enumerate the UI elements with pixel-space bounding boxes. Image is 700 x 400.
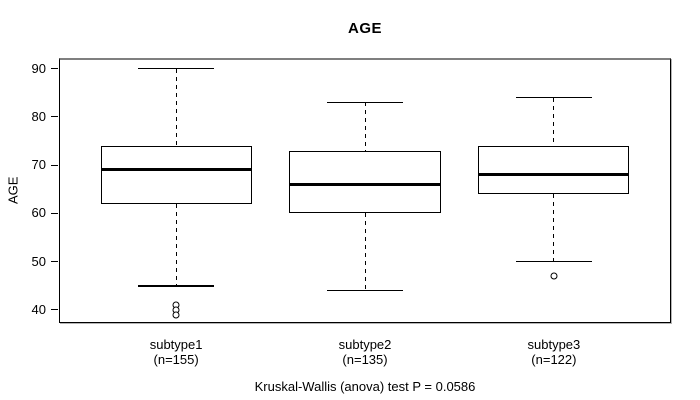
y-tick-label: 50 bbox=[31, 253, 46, 269]
y-tick-label: 40 bbox=[31, 302, 46, 318]
y-tick-label: 70 bbox=[31, 157, 46, 173]
chart-title: AGE bbox=[347, 20, 382, 37]
y-tick-label: 80 bbox=[31, 109, 46, 125]
group-name-label: subtype1 bbox=[149, 337, 203, 352]
y-tick-mark bbox=[51, 309, 58, 311]
iqr-box bbox=[478, 145, 630, 195]
iqr-box bbox=[100, 145, 252, 204]
upper-whisker-line bbox=[553, 97, 555, 146]
x-group-label: subtype3 (n=122) bbox=[527, 337, 580, 367]
group-n-label: (n=135) bbox=[342, 352, 388, 367]
group-name-label: subtype2 bbox=[338, 337, 392, 352]
y-tick-mark bbox=[51, 68, 58, 70]
y-tick-mark bbox=[51, 164, 58, 166]
lower-whisker-cap bbox=[327, 289, 403, 292]
stat-test-caption: Kruskal-Wallis (anova) test P = 0.0586 bbox=[254, 379, 476, 394]
lower-whisker-line bbox=[364, 213, 366, 291]
lower-whisker-line bbox=[553, 194, 555, 262]
upper-whisker-cap bbox=[327, 101, 403, 104]
y-axis-label: AGE bbox=[5, 176, 21, 205]
lower-whisker-cap bbox=[138, 285, 214, 287]
plot-area: 40 50 60 70 80 90 subtype1 (n=155) subtype2 (n=13… bbox=[32, 58, 671, 367]
y-tick-mark bbox=[51, 116, 58, 118]
outlier-point bbox=[550, 272, 558, 280]
upper-whisker-line bbox=[175, 68, 177, 146]
outlier-point bbox=[172, 311, 180, 319]
upper-whisker-line bbox=[364, 102, 366, 151]
x-group-label: subtype1 (n=155) bbox=[150, 337, 203, 367]
median-line bbox=[289, 182, 441, 186]
x-group-label: subtype2 (n=135) bbox=[339, 337, 392, 367]
lower-whisker-line bbox=[175, 203, 177, 286]
group-n-label: (n=122) bbox=[531, 352, 577, 367]
y-tick-mark bbox=[51, 261, 58, 263]
y-tick-label: 90 bbox=[31, 60, 46, 76]
upper-whisker-cap bbox=[138, 67, 214, 70]
lower-whisker-cap bbox=[516, 260, 592, 263]
y-tick-mark bbox=[51, 212, 58, 214]
group-name-label: subtype3 bbox=[527, 337, 581, 352]
group-n-label: (n=155) bbox=[153, 352, 199, 367]
iqr-box bbox=[289, 150, 441, 214]
median-line bbox=[100, 168, 252, 172]
upper-whisker-cap bbox=[516, 96, 592, 99]
y-tick-label: 60 bbox=[31, 205, 46, 221]
median-line bbox=[478, 173, 630, 177]
